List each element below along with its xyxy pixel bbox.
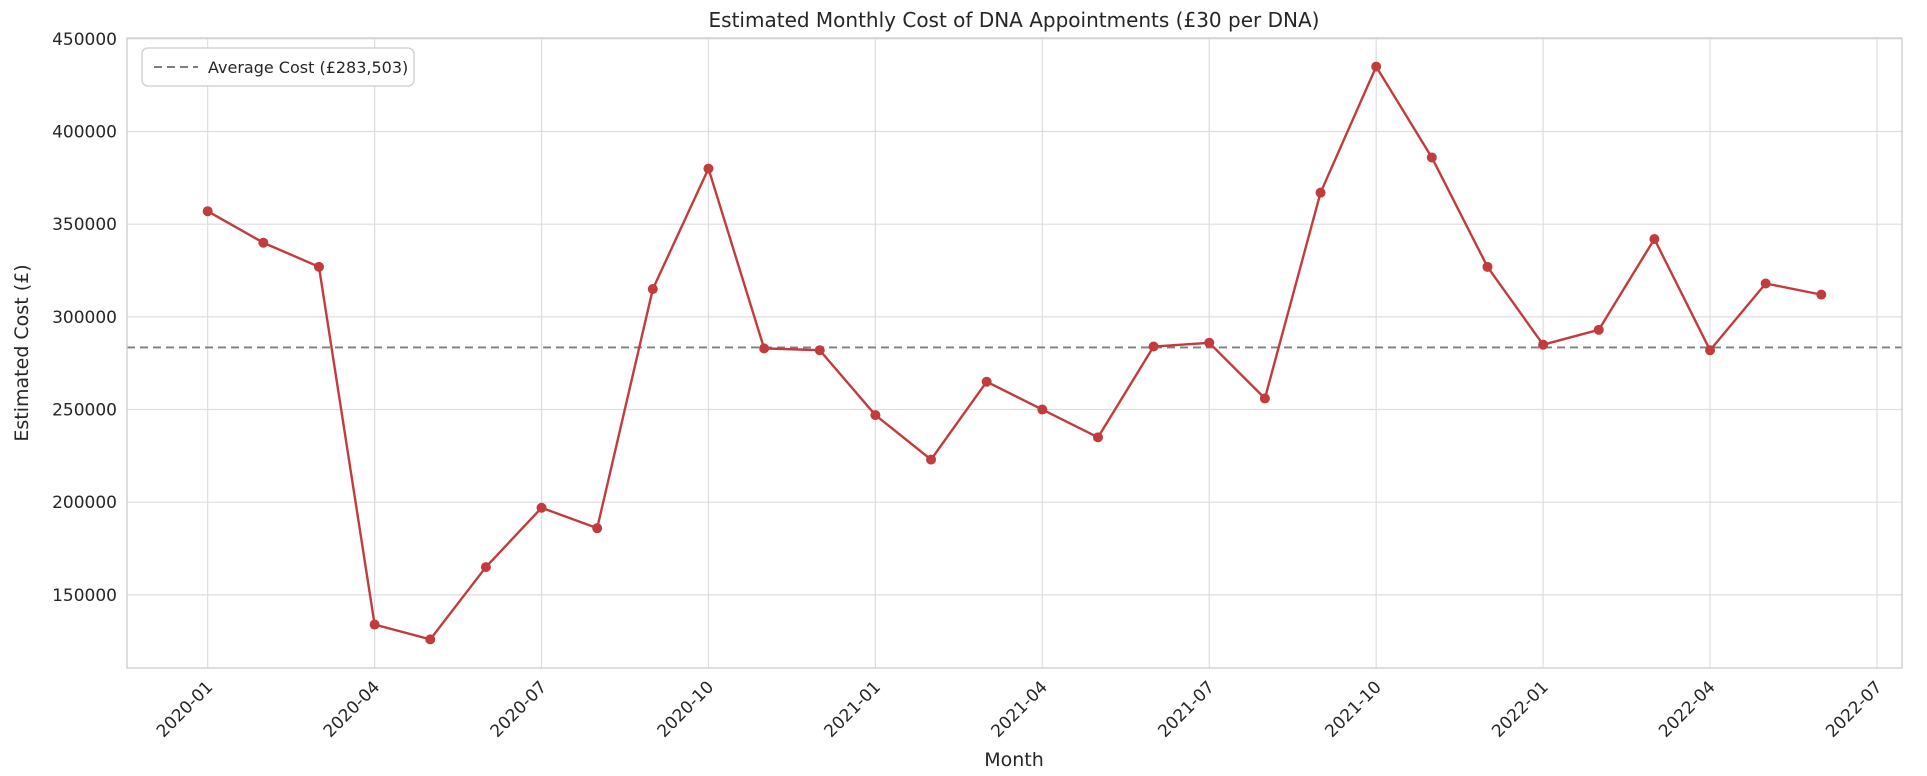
data-point-marker (759, 343, 770, 354)
data-point-marker (1259, 393, 1270, 404)
x-tick-label: 2020-04 (320, 677, 384, 741)
data-point-marker (1593, 324, 1604, 335)
y-tick-label: 200000 (52, 493, 117, 513)
data-point-marker (425, 634, 436, 645)
y-axis-label: Estimated Cost (£) (11, 264, 33, 441)
data-point-marker (202, 206, 213, 217)
data-point-marker (258, 237, 269, 248)
plot-border (126, 37, 1903, 669)
data-point-marker (647, 284, 658, 295)
legend-box (141, 47, 415, 87)
x-axis-label: Month (984, 749, 1044, 771)
y-tick-label: 350000 (52, 215, 117, 235)
data-point-marker (1538, 339, 1549, 350)
legend-label: Average Cost (£283,503) (208, 58, 408, 77)
y-tick-label: 400000 (52, 123, 117, 143)
data-point-marker (1315, 187, 1326, 198)
data-point-marker (480, 562, 491, 573)
data-point-marker (536, 502, 547, 513)
data-point-marker (1482, 261, 1493, 272)
data-point-marker (1760, 278, 1771, 289)
data-point-marker (1204, 337, 1215, 348)
data-point-marker (1092, 432, 1103, 443)
y-tick-label: 150000 (52, 586, 117, 606)
data-point-marker (1037, 404, 1048, 415)
x-tick-label: 2021-04 (987, 677, 1051, 741)
x-tick-label: 2022-01 (1488, 677, 1552, 741)
data-point-marker (1148, 341, 1159, 352)
x-tick-label: 2021-07 (1154, 677, 1218, 741)
y-tick-label: 300000 (52, 308, 117, 328)
x-tick-label: 2021-01 (821, 677, 885, 741)
data-point-marker (926, 454, 937, 465)
data-point-marker (981, 376, 992, 387)
data-point-marker (870, 410, 881, 421)
x-tick-label: 2021-10 (1321, 677, 1385, 741)
y-tick-label: 250000 (52, 401, 117, 421)
legend: Average Cost (£283,503) (141, 47, 415, 87)
y-tick-label: 450000 (52, 30, 117, 50)
plot-area (127, 38, 1902, 668)
data-point-marker (369, 619, 380, 630)
x-tick-label: 2022-04 (1655, 677, 1719, 741)
data-point-marker (592, 523, 603, 534)
x-tick-label: 2020-01 (153, 677, 217, 741)
x-tick-label: 2020-10 (654, 677, 718, 741)
data-point-marker (1426, 152, 1437, 163)
data-point-marker (814, 345, 825, 356)
data-point-marker (1816, 289, 1827, 300)
data-point-marker (1371, 61, 1382, 72)
data-point-marker (313, 261, 324, 272)
chart-title: Estimated Monthly Cost of DNA Appointmen… (709, 8, 1320, 32)
series-line (206, 65, 1823, 641)
x-tick-label: 2020-07 (487, 677, 551, 741)
x-tick-label: 2022-07 (1822, 677, 1886, 741)
data-point-marker (1649, 234, 1660, 245)
data-point-marker (703, 163, 714, 174)
data-point-marker (1705, 345, 1716, 356)
series-layer (202, 61, 1827, 645)
grid-lines (127, 38, 1902, 668)
